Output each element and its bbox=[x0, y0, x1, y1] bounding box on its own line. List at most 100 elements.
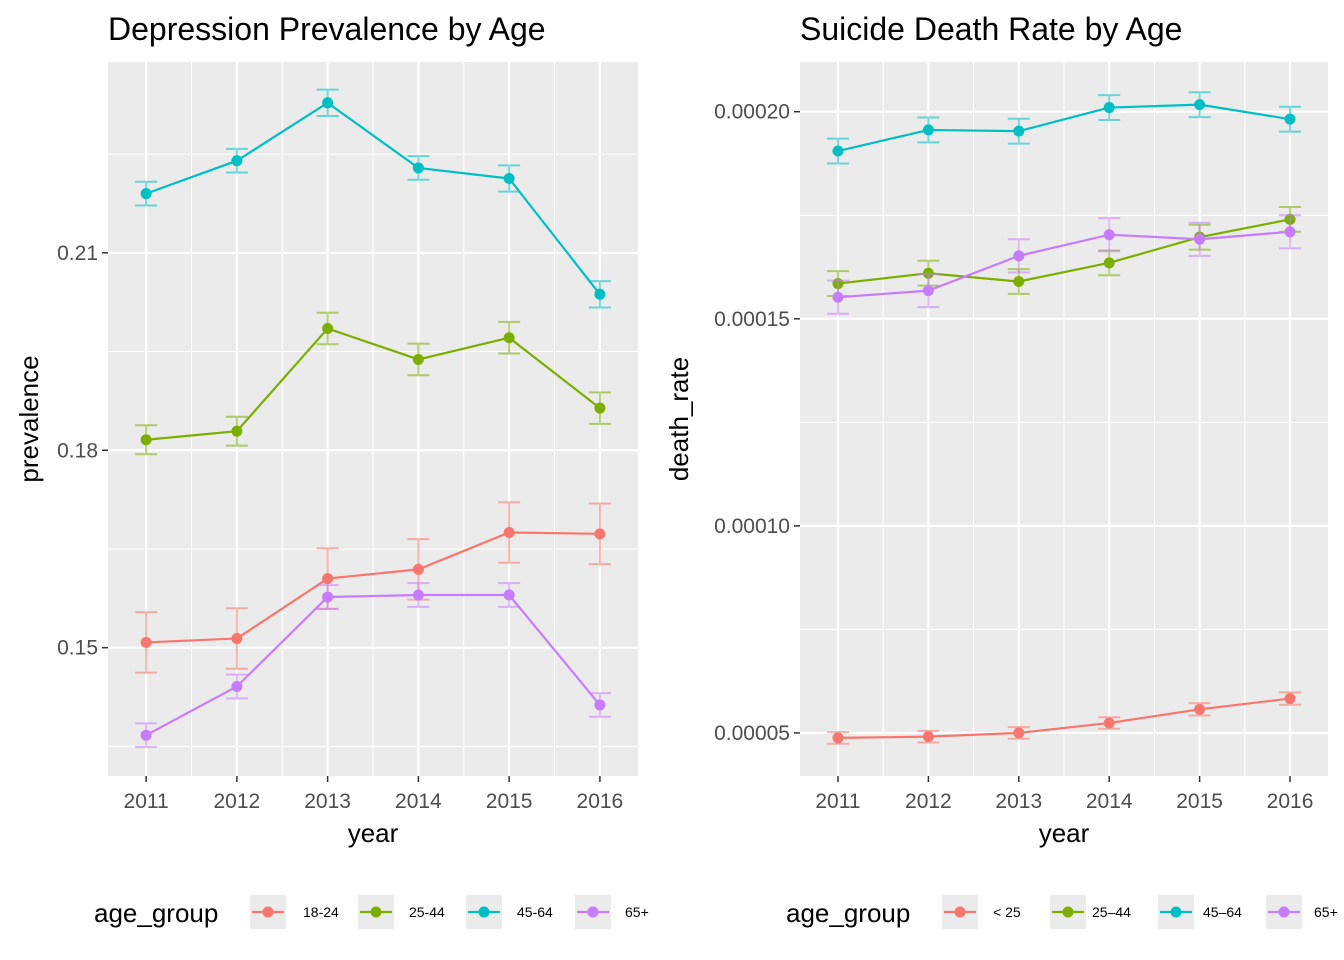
legend-label: 18-24 bbox=[303, 904, 339, 920]
y-tick-label: 0.18 bbox=[57, 439, 98, 462]
data-point bbox=[322, 591, 334, 603]
prevalence-chart: Depression Prevalence by Age 0.15 0.18 0.2… bbox=[14, 11, 649, 929]
x-tick-label: 2013 bbox=[304, 790, 351, 813]
series-3 bbox=[135, 582, 611, 749]
x-axis-title: year bbox=[1039, 818, 1090, 848]
y-axis-ticks: 0.15 0.18 0.21 bbox=[57, 242, 108, 660]
legend-title: age_group bbox=[786, 898, 910, 928]
y-tick-label: 0.00015 bbox=[714, 308, 790, 331]
data-point bbox=[1284, 226, 1296, 238]
legend-label: 45-64 bbox=[517, 904, 553, 920]
data-point bbox=[140, 729, 152, 741]
data-point bbox=[594, 288, 606, 300]
data-point bbox=[140, 188, 152, 200]
legend-label: < 25 bbox=[993, 904, 1021, 920]
series-line bbox=[146, 327, 601, 441]
series-line bbox=[145, 593, 601, 737]
legend-key-point bbox=[1170, 906, 1182, 918]
series-3 bbox=[826, 214, 1302, 315]
x-tick-label: 2011 bbox=[815, 790, 860, 813]
legend-key-point bbox=[262, 906, 274, 918]
data-point bbox=[1013, 727, 1025, 739]
x-axis-title: year bbox=[348, 818, 399, 848]
data-point bbox=[412, 162, 424, 174]
x-tick-label: 2012 bbox=[905, 790, 952, 813]
series-line bbox=[837, 103, 1291, 153]
series-line bbox=[837, 230, 1291, 299]
death-rate-chart: Suicide Death Rate by Age 0.00005 0.00010… bbox=[664, 11, 1338, 929]
data-point bbox=[832, 732, 844, 744]
legend: age_group 18-24 25-44 45-64 65+ bbox=[94, 895, 649, 929]
data-point bbox=[322, 573, 334, 585]
x-tick-label: 2012 bbox=[214, 790, 261, 813]
legend-item: 25-44 bbox=[358, 895, 445, 929]
minor-gridlines bbox=[800, 62, 1328, 776]
data-point bbox=[1284, 693, 1296, 705]
data-point bbox=[1013, 276, 1025, 288]
data-point bbox=[832, 291, 844, 303]
data-point bbox=[1013, 250, 1025, 262]
x-tick-label: 2011 bbox=[124, 790, 169, 813]
x-axis-ticks: 2011 2012 2013 2014 2015 2016 bbox=[815, 776, 1313, 813]
data-point bbox=[1103, 102, 1115, 114]
legend-label: 25-44 bbox=[409, 904, 445, 920]
data-point bbox=[231, 155, 243, 167]
data-point bbox=[231, 632, 243, 644]
legend-key-point bbox=[478, 906, 490, 918]
data-point bbox=[1194, 99, 1206, 111]
x-tick-label: 2016 bbox=[577, 790, 624, 813]
series-2 bbox=[826, 91, 1302, 165]
y-tick-label: 0.00005 bbox=[714, 722, 790, 745]
data-point bbox=[231, 681, 243, 693]
x-axis-ticks: 2011 2012 2013 2014 2015 2016 bbox=[124, 776, 624, 813]
data-point bbox=[922, 731, 934, 743]
legend-item: 65+ bbox=[575, 895, 649, 929]
series-0 bbox=[826, 691, 1302, 745]
legend-key-point bbox=[587, 906, 599, 918]
series-layer bbox=[135, 88, 611, 749]
data-point bbox=[1103, 257, 1115, 269]
data-point bbox=[412, 563, 424, 575]
data-point bbox=[832, 145, 844, 157]
x-tick-label: 2015 bbox=[1176, 790, 1223, 813]
data-point bbox=[140, 434, 152, 446]
y-axis-ticks: 0.00005 0.00010 0.00015 0.00020 bbox=[714, 101, 800, 745]
major-gridlines bbox=[800, 62, 1328, 776]
series-1 bbox=[135, 311, 611, 456]
data-point bbox=[922, 124, 934, 136]
series-line bbox=[837, 218, 1291, 285]
legend-item: 65+ bbox=[1266, 895, 1338, 929]
chart-title: Depression Prevalence by Age bbox=[108, 11, 546, 47]
y-tick-label: 0.00010 bbox=[714, 515, 790, 538]
data-point bbox=[322, 97, 334, 109]
chart-title: Suicide Death Rate by Age bbox=[800, 11, 1182, 47]
data-point bbox=[1013, 125, 1025, 137]
series-line bbox=[837, 697, 1291, 739]
legend-item: 45-64 bbox=[466, 895, 553, 929]
legend-title: age_group bbox=[94, 898, 218, 928]
data-point bbox=[1194, 703, 1206, 715]
series-0 bbox=[135, 501, 611, 674]
data-point bbox=[503, 589, 515, 601]
data-point bbox=[412, 353, 424, 365]
legend-label: 65+ bbox=[625, 904, 649, 920]
data-point bbox=[503, 332, 515, 344]
x-tick-label: 2014 bbox=[395, 790, 442, 813]
x-tick-label: 2014 bbox=[1086, 790, 1133, 813]
x-tick-label: 2016 bbox=[1267, 790, 1314, 813]
y-tick-label: 0.15 bbox=[57, 637, 98, 660]
data-point bbox=[1284, 113, 1296, 125]
data-point bbox=[594, 528, 606, 540]
legend-key-point bbox=[954, 906, 966, 918]
legend-item: 25–44 bbox=[1050, 895, 1131, 929]
y-axis-title: prevalence bbox=[14, 355, 44, 482]
legend-item: 45–64 bbox=[1158, 895, 1242, 929]
data-point bbox=[1194, 233, 1206, 245]
series-2 bbox=[135, 88, 611, 309]
legend-label: 25–44 bbox=[1092, 904, 1131, 920]
y-tick-label: 0.00020 bbox=[714, 101, 790, 124]
data-point bbox=[322, 323, 334, 335]
data-point bbox=[503, 527, 515, 539]
series-line bbox=[145, 101, 601, 295]
